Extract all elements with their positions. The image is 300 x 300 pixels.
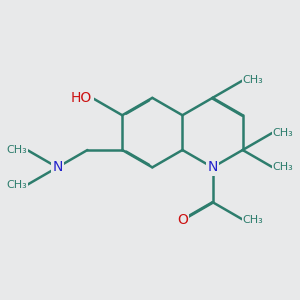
Text: O: O	[177, 212, 188, 226]
Text: CH₃: CH₃	[273, 128, 293, 138]
Text: CH₃: CH₃	[7, 180, 27, 190]
Text: CH₃: CH₃	[7, 145, 27, 155]
Text: CH₃: CH₃	[273, 162, 293, 172]
Text: CH₃: CH₃	[243, 214, 263, 224]
Text: HO: HO	[71, 91, 92, 105]
Text: N: N	[52, 160, 62, 174]
Text: CH₃: CH₃	[243, 76, 263, 85]
Text: N: N	[207, 160, 218, 174]
